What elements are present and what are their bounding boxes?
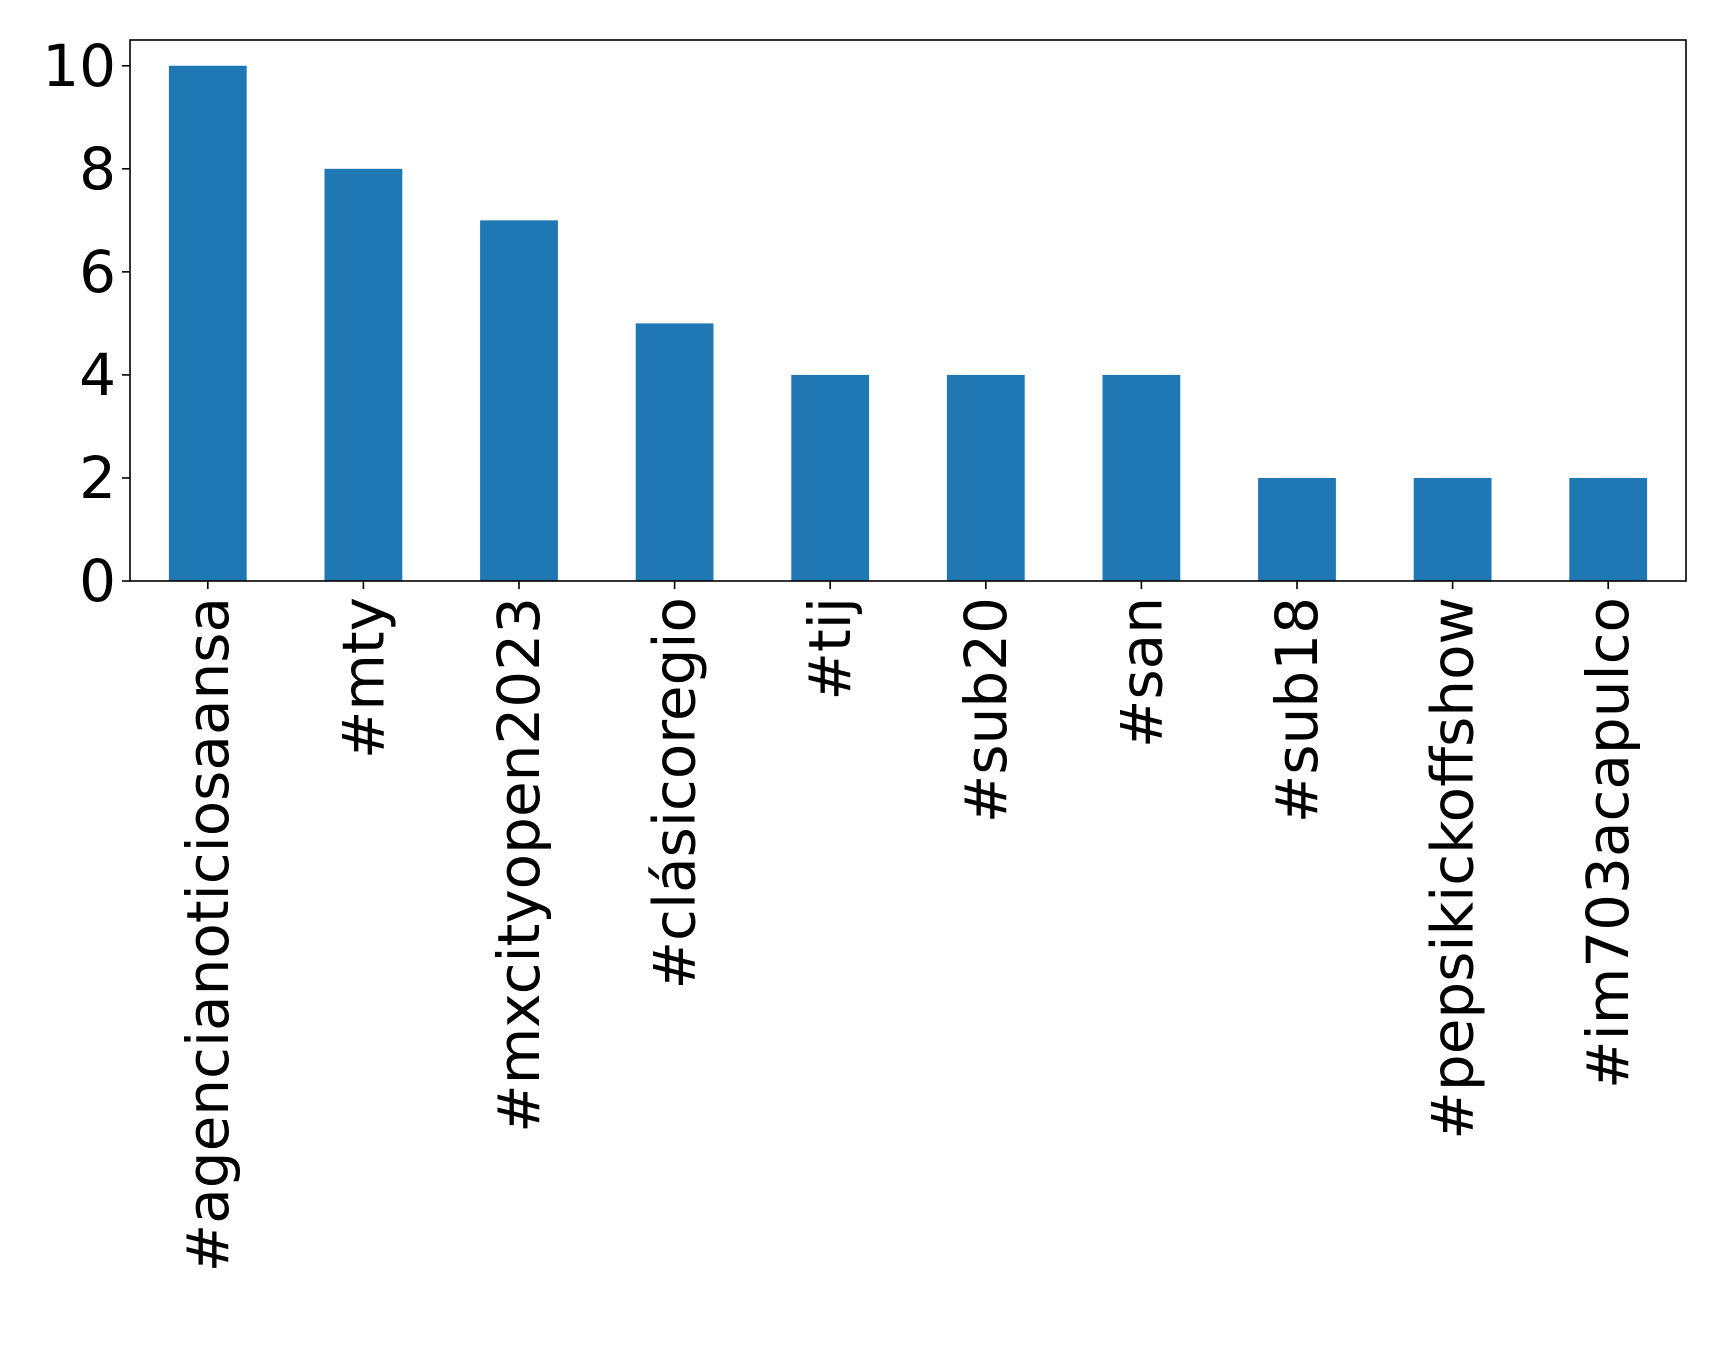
- x-tick-label: #sub18: [1263, 597, 1331, 823]
- bar: [946, 374, 1025, 581]
- bar: [480, 220, 558, 582]
- bar: [324, 168, 403, 582]
- y-tick-label: 0: [79, 547, 116, 615]
- x-tick-label: #sub20: [952, 597, 1020, 823]
- bar: [1413, 477, 1492, 581]
- y-tick-label: 8: [79, 135, 116, 203]
- bar: [791, 374, 870, 581]
- y-tick-label: 4: [79, 341, 116, 409]
- y-tick-label: 2: [79, 444, 116, 512]
- x-tick-label: #tij: [796, 597, 864, 701]
- y-tick-label: 10: [42, 32, 116, 100]
- bar: [1102, 374, 1181, 581]
- x-tick-label: #clásicoregio: [641, 597, 709, 990]
- bar: [1258, 477, 1336, 581]
- bar: [1569, 477, 1648, 581]
- x-axis: #agencianoticiosaansa #mty #mxcityopen2023…: [174, 581, 1642, 1272]
- y-tick-label: 6: [79, 238, 116, 306]
- x-tick-label: #pepsikickoffshow: [1419, 597, 1487, 1140]
- x-tick-label: #agencianoticiosaansa: [174, 597, 242, 1272]
- x-tick-label: #san: [1107, 597, 1175, 748]
- plot-area-frame: [129, 39, 1687, 582]
- bar: [635, 323, 714, 581]
- bar: [168, 65, 247, 581]
- x-tick-label: #im703acapulco: [1574, 597, 1642, 1089]
- x-tick-label: #mty: [329, 597, 397, 759]
- y-axis: 0 2 4 6 8 10: [42, 32, 130, 615]
- bars-layer: [168, 65, 1648, 582]
- x-tick-label: #mxcityopen2023: [485, 597, 553, 1133]
